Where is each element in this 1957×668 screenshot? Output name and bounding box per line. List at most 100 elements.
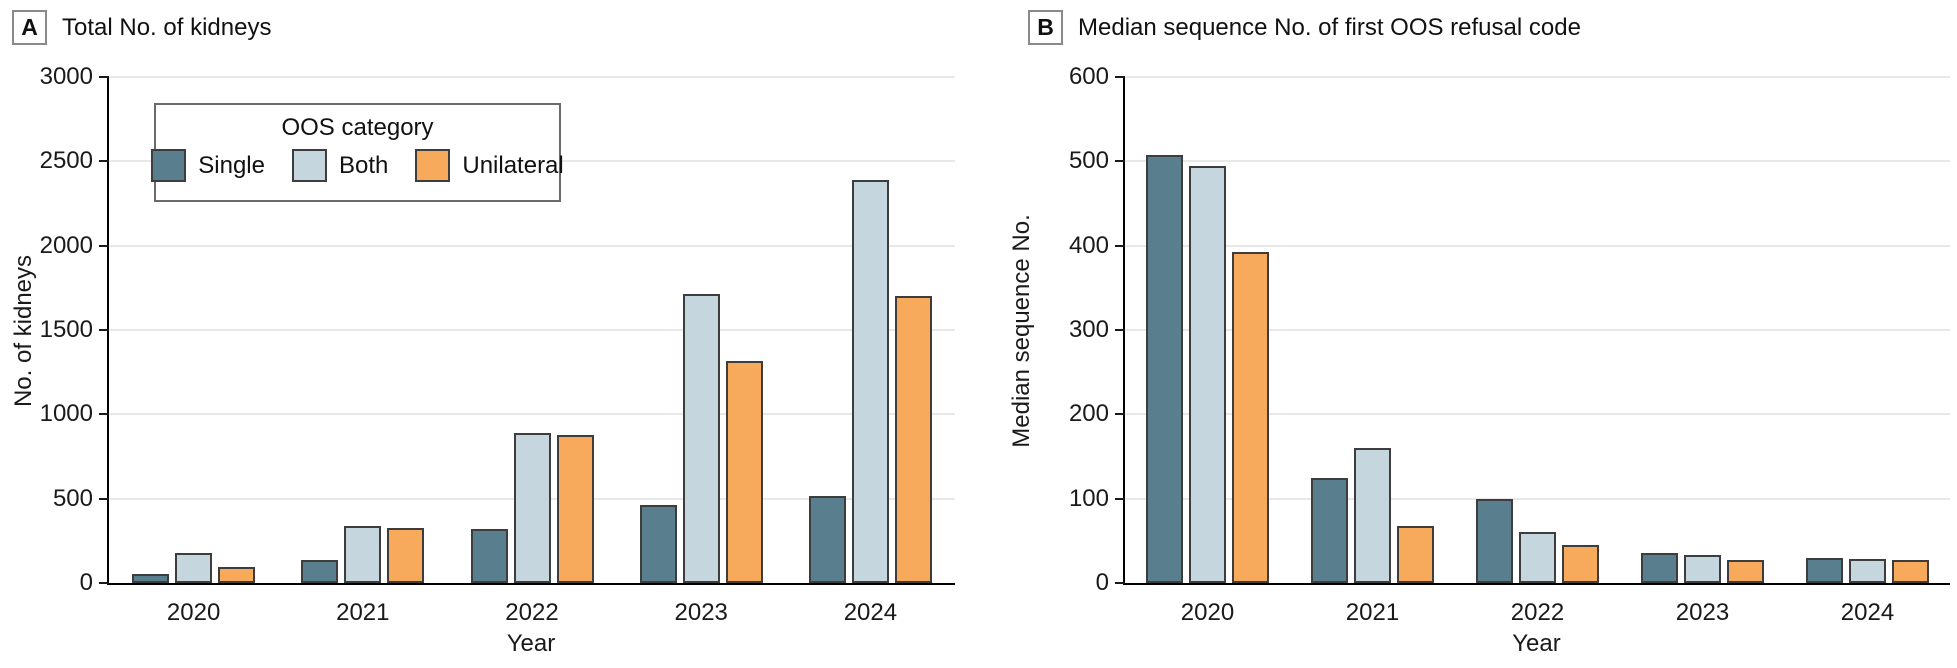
y-tick-label: 500	[1068, 147, 1109, 175]
bar-A-2023-unilateral	[726, 361, 763, 583]
bar-A-2021-both	[344, 526, 381, 583]
y-tick-mark	[99, 413, 109, 416]
panel-b: B Median sequence No. of first OOS refus…	[978, 0, 1956, 668]
legend-label-unilateral: Unilateral	[462, 151, 564, 179]
bar-B-2023-single	[1641, 553, 1678, 583]
gridline-3000	[109, 76, 955, 78]
bar-A-2024-single	[809, 496, 846, 583]
panel-b-title-text: Median sequence No. of first OOS refusal…	[1078, 13, 1581, 41]
bar-B-2022-both	[1519, 532, 1556, 583]
x-tick-label-2020: 2020	[1180, 599, 1235, 626]
y-tick-label: 600	[1068, 63, 1109, 90]
x-tick-label-2021: 2021	[1345, 599, 1400, 626]
bar-A-2021-unilateral	[387, 528, 424, 583]
panel-a-title: A Total No. of kidneys	[12, 10, 271, 45]
bar-B-2021-single	[1311, 478, 1348, 583]
bar-B-2023-both	[1684, 555, 1721, 583]
y-tick-mark	[1115, 413, 1125, 416]
legend-swatch-single	[151, 149, 187, 182]
gridline-1500	[109, 329, 955, 331]
bar-A-2020-unilateral	[218, 567, 255, 583]
bar-B-2024-both	[1849, 559, 1886, 583]
bar-B-2024-unilateral	[1892, 560, 1929, 583]
y-tick-mark	[1115, 582, 1125, 584]
gridline-1000	[109, 413, 955, 416]
bar-B-2022-unilateral	[1562, 545, 1599, 583]
x-tick-label-2020: 2020	[166, 599, 221, 626]
panel-b-label-box: B	[1028, 10, 1063, 45]
gridline-100	[1125, 497, 1950, 500]
bar-A-2022-single	[471, 529, 508, 583]
y-tick-mark	[1115, 76, 1125, 78]
bar-B-2022-single	[1476, 499, 1513, 583]
legend-label-both: Both	[338, 151, 389, 179]
y-tick-mark	[99, 582, 109, 584]
bar-B-2020-unilateral	[1232, 252, 1269, 583]
y-tick-label: 0	[1095, 569, 1109, 596]
bar-A-2023-both	[683, 294, 720, 583]
legend-item-unilateral: Unilateral	[415, 149, 564, 182]
bar-B-2021-unilateral	[1397, 526, 1434, 583]
x-tick-label-2023: 2023	[1675, 599, 1730, 626]
x-tick-label-2022: 2022	[1510, 599, 1565, 626]
y-tick-label: 400	[1068, 231, 1109, 259]
x-tick-label-2022: 2022	[505, 599, 559, 626]
y-tick-mark	[99, 329, 109, 331]
legend-item-both: Both	[291, 149, 389, 182]
legend-item-single: Single	[151, 149, 265, 182]
x-tick-label-2024: 2024	[843, 599, 898, 626]
legend-swatch-both	[291, 149, 327, 182]
y-tick-label: 1000	[39, 400, 93, 428]
legend-items: Single Both Unilateral	[151, 149, 564, 182]
y-tick-mark	[1115, 160, 1125, 163]
bar-A-2024-unilateral	[895, 296, 932, 583]
legend-swatch-unilateral	[415, 149, 451, 182]
panel-a-title-text: Total No. of kidneys	[62, 13, 272, 41]
gridline-400	[1125, 244, 1950, 247]
panel-a: A Total No. of kidneys No. of kidneys OO…	[0, 0, 978, 668]
panel-b-plot-area: 0 100 200 300 400 500 600 2020 2021 2022 2023 2024	[1069, 63, 1950, 626]
y-tick-mark	[99, 76, 109, 78]
y-tick-label: 1500	[39, 316, 93, 343]
y-tick-mark	[1115, 329, 1125, 331]
bar-B-2023-unilateral	[1727, 560, 1764, 583]
bar-A-2023-single	[640, 505, 677, 583]
panel-b-x-axis-label: Year	[1512, 630, 1561, 657]
y-tick-mark	[99, 160, 109, 163]
bar-A-2020-single	[132, 574, 169, 583]
x-tick-label-2021: 2021	[336, 599, 390, 626]
panel-a-x-axis-label: Year	[506, 630, 556, 657]
y-tick-mark	[99, 497, 109, 500]
bar-A-2020-both	[175, 553, 212, 583]
bar-B-2021-both	[1354, 448, 1391, 583]
x-tick-label-2023: 2023	[674, 599, 728, 626]
panel-b-title: B Median sequence No. of first OOS refus…	[1028, 10, 1581, 45]
y-tick-mark	[1115, 497, 1125, 500]
y-tick-mark	[1115, 244, 1125, 247]
x-tick-label-2024: 2024	[1840, 599, 1895, 626]
bar-A-2022-both	[514, 433, 551, 583]
bar-B-2020-single	[1146, 155, 1183, 583]
gridline-600	[1125, 76, 1950, 78]
panel-a-label-box: A	[12, 10, 47, 45]
legend-title: OOS category	[281, 114, 434, 141]
legend: OOS category Single Both Unilateral	[151, 103, 564, 202]
y-tick-label: 500	[52, 484, 93, 512]
bar-A-2021-single	[301, 560, 338, 583]
legend-label-single: Single	[198, 151, 265, 179]
y-tick-label: 100	[1068, 484, 1109, 512]
y-tick-label: 0	[79, 569, 93, 596]
bar-B-2024-single	[1806, 558, 1843, 583]
bar-A-2024-both	[852, 180, 889, 583]
gridline-500	[1125, 160, 1950, 163]
y-tick-label: 300	[1068, 316, 1109, 343]
gridline-2000	[109, 244, 955, 247]
bar-A-2022-unilateral	[557, 435, 594, 583]
y-tick-label: 200	[1068, 400, 1109, 428]
y-tick-label: 2000	[39, 231, 93, 259]
y-tick-label: 3000	[39, 63, 93, 90]
panel-a-plot-area: OOS category Single Both Unilateral	[40, 63, 955, 626]
gridline-200	[1125, 413, 1950, 416]
y-tick-label: 2500	[39, 147, 93, 175]
